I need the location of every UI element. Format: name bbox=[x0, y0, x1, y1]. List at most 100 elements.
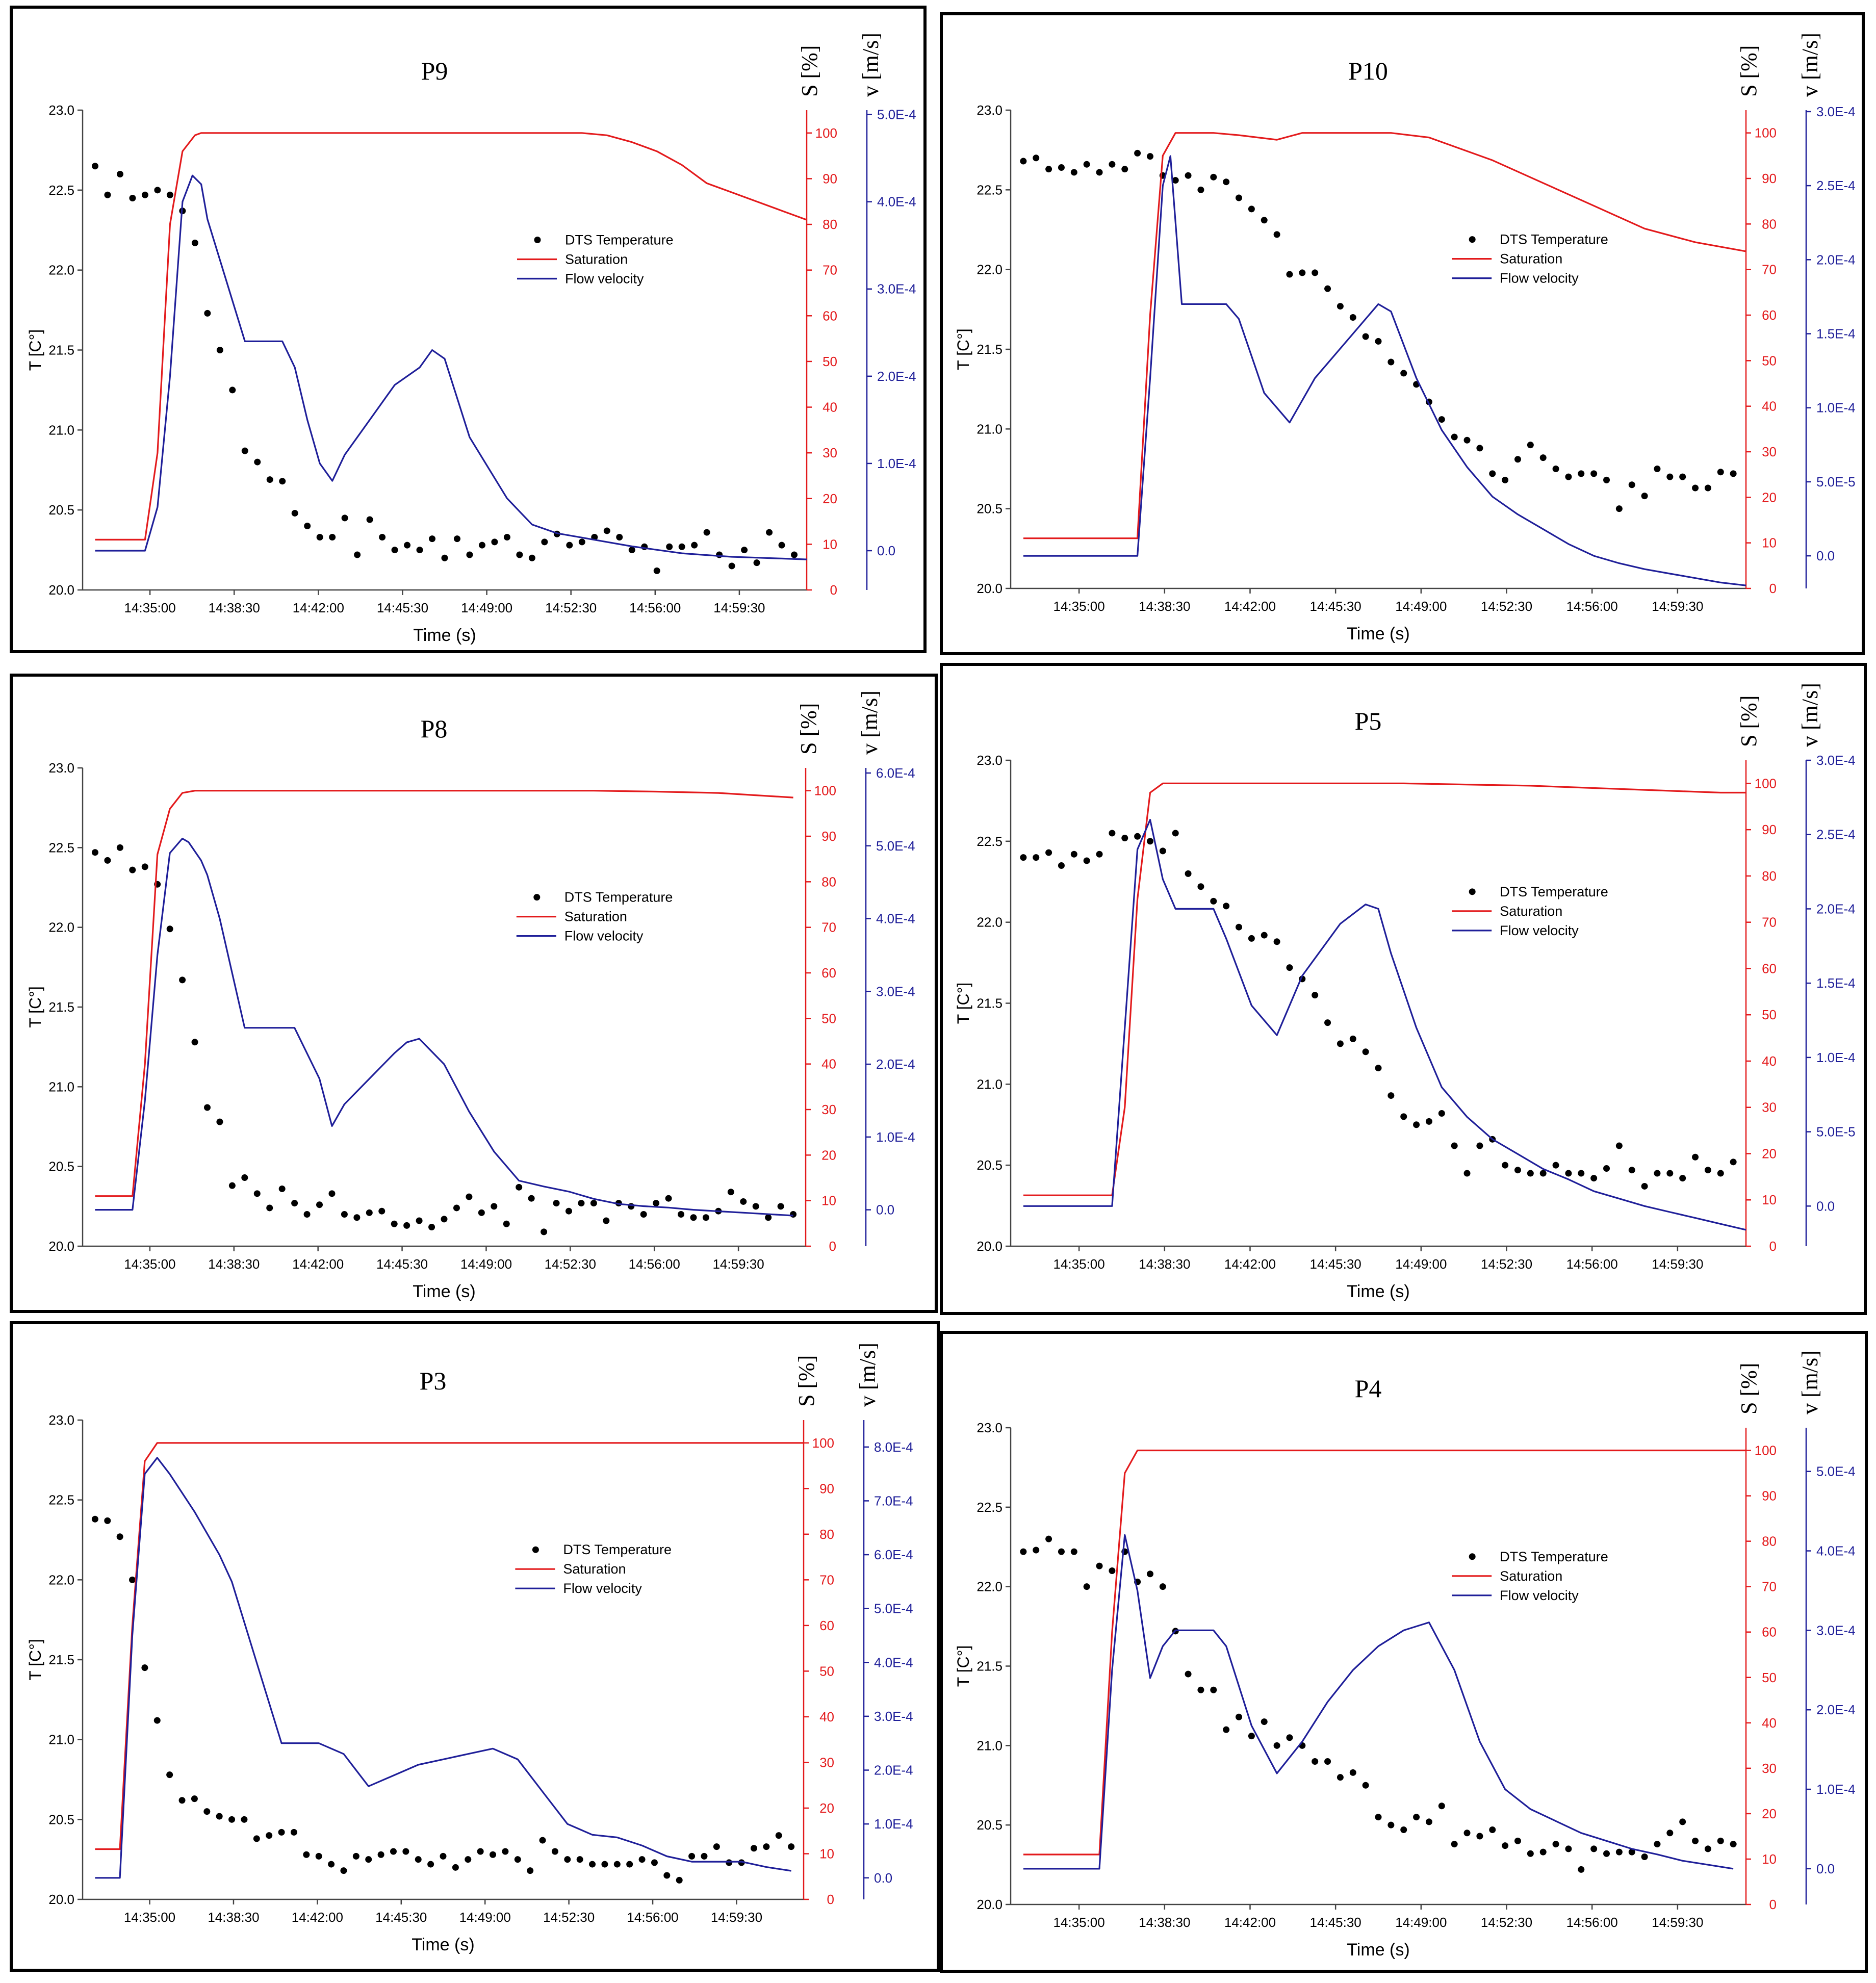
dts-temperature-point bbox=[1020, 854, 1027, 861]
temperature-tick-label: 20.5 bbox=[976, 1817, 1003, 1833]
dts-temperature-point bbox=[1083, 1583, 1090, 1590]
time-tick-label: 14:42:00 bbox=[293, 600, 344, 615]
dts-temperature-point bbox=[141, 1664, 148, 1671]
dts-temperature-point bbox=[1070, 169, 1077, 176]
dts-temperature-point bbox=[1552, 1841, 1559, 1848]
velocity-tick-label: 1.0E-4 bbox=[876, 1129, 915, 1145]
dts-temperature-point bbox=[1717, 469, 1724, 476]
dts-temperature-point bbox=[1261, 217, 1268, 224]
dts-temperature-point bbox=[1273, 231, 1280, 238]
dts-temperature-point bbox=[91, 163, 98, 170]
dts-temperature-point bbox=[1033, 854, 1040, 861]
dts-temperature-point bbox=[491, 1203, 498, 1210]
saturation-tick-label: 10 bbox=[823, 536, 837, 552]
dts-temperature-point bbox=[653, 567, 660, 574]
dts-temperature-point bbox=[1539, 1170, 1547, 1177]
dts-temperature-point bbox=[1337, 1040, 1344, 1047]
dts-temperature-point bbox=[291, 509, 298, 517]
dts-temperature-point bbox=[1730, 470, 1737, 477]
legend-marker-dts bbox=[533, 894, 541, 901]
saturation-tick-label: 60 bbox=[823, 308, 837, 323]
dts-temperature-point bbox=[1692, 1153, 1699, 1161]
temperature-tick-label: 22.0 bbox=[48, 263, 74, 278]
saturation-tick-label: 20 bbox=[1762, 490, 1777, 505]
dts-temperature-point bbox=[1324, 1758, 1331, 1765]
dts-temperature-point bbox=[403, 1222, 410, 1229]
dts-temperature-point bbox=[750, 1845, 757, 1852]
dts-temperature-point bbox=[478, 542, 485, 549]
time-tick-label: 14:49:00 bbox=[1395, 1256, 1447, 1272]
temperature-tick-label: 20.5 bbox=[48, 1159, 74, 1174]
dts-temperature-point bbox=[741, 547, 748, 554]
dts-temperature-point bbox=[1109, 1567, 1116, 1574]
time-axis-label: Time (s) bbox=[412, 1935, 474, 1954]
dts-temperature-point bbox=[1615, 1142, 1623, 1149]
dts-temperature-point bbox=[1185, 1670, 1192, 1678]
dts-temperature-point bbox=[1375, 1065, 1382, 1072]
dts-temperature-point bbox=[653, 1200, 660, 1207]
dts-temperature-point bbox=[466, 551, 473, 558]
legend-label: Flow velocity bbox=[1500, 271, 1579, 286]
dts-temperature-point bbox=[1451, 1841, 1458, 1848]
dts-temperature-point bbox=[1210, 1686, 1217, 1693]
dts-temperature-point bbox=[1261, 932, 1268, 939]
saturation-tick-label: 20 bbox=[1762, 1146, 1777, 1161]
velocity-tick-label: 4.0E-4 bbox=[876, 911, 915, 926]
time-tick-label: 14:59:30 bbox=[711, 1910, 762, 1925]
dts-temperature-point bbox=[441, 554, 448, 561]
legend-marker-dts bbox=[534, 236, 541, 243]
legend-marker-dts bbox=[532, 1546, 539, 1553]
dts-temperature-point bbox=[1273, 1742, 1280, 1749]
legend: DTS Temperature Saturation Flow velocity bbox=[1452, 232, 1608, 286]
velocity-tick-label: 1.0E-4 bbox=[1816, 400, 1856, 416]
dts-temperature-point bbox=[416, 547, 423, 554]
dts-temperature-point bbox=[702, 1214, 709, 1221]
dts-temperature-point bbox=[1337, 1774, 1344, 1781]
time-tick-label: 14:35:00 bbox=[1053, 1256, 1105, 1272]
legend-label: Saturation bbox=[1500, 1568, 1562, 1584]
dts-temperature-point bbox=[416, 1217, 423, 1224]
legend-label: Saturation bbox=[1500, 904, 1562, 919]
temperature-tick-label: 23.0 bbox=[48, 760, 74, 776]
dts-temperature-point bbox=[1109, 161, 1116, 168]
dts-temperature-point bbox=[390, 1848, 397, 1855]
dts-temperature-point bbox=[727, 1189, 734, 1196]
dts-temperature-point bbox=[303, 1211, 311, 1218]
dts-temperature-point bbox=[1134, 833, 1141, 840]
dts-temperature-point bbox=[1223, 903, 1230, 910]
dts-temperature-point bbox=[1210, 897, 1217, 905]
time-tick-label: 14:52:30 bbox=[1481, 1915, 1532, 1930]
dts-temperature-point bbox=[1223, 178, 1230, 186]
temperature-tick-label: 20.5 bbox=[48, 502, 74, 518]
dts-temperature-point bbox=[404, 542, 411, 549]
temperature-axis-label: T [C°] bbox=[26, 329, 44, 371]
time-tick-label: 14:45:30 bbox=[1310, 1915, 1361, 1930]
flow-velocity-line bbox=[95, 837, 793, 1217]
dts-temperature-point bbox=[278, 1829, 285, 1836]
dts-temperature-point bbox=[329, 533, 336, 540]
velocity-tick-label: 6.0E-4 bbox=[874, 1547, 913, 1562]
saturation-axis-label: S [%] bbox=[1736, 696, 1761, 747]
time-tick-label: 14:56:00 bbox=[1566, 1915, 1618, 1930]
dts-temperature-point bbox=[1679, 473, 1686, 480]
dts-temperature-point bbox=[1273, 938, 1280, 945]
temperature-tick-label: 23.0 bbox=[976, 753, 1003, 768]
dts-temperature-point bbox=[590, 1200, 597, 1207]
dts-temperature-point bbox=[566, 542, 573, 549]
dts-temperature-point bbox=[341, 514, 348, 522]
velocity-axis-label: v [m/s] bbox=[1797, 683, 1822, 747]
saturation-axis-label: S [%] bbox=[797, 45, 822, 97]
dts-temperature-point bbox=[1578, 1866, 1585, 1873]
dts-temperature-point bbox=[553, 1200, 560, 1207]
saturation-tick-label: 30 bbox=[1762, 444, 1777, 459]
dts-temperature-points bbox=[91, 163, 798, 574]
dts-temperature-point bbox=[539, 1837, 546, 1844]
dts-temperature-point bbox=[1514, 1837, 1521, 1844]
saturation-tick-label: 80 bbox=[821, 874, 836, 889]
dts-temperature-point bbox=[765, 1214, 772, 1221]
dts-temperature-point bbox=[452, 1864, 459, 1871]
dts-temperature-point bbox=[465, 1856, 472, 1863]
dts-temperature-point bbox=[1337, 303, 1344, 310]
dts-temperature-point bbox=[551, 1848, 558, 1855]
dts-temperature-point bbox=[1146, 153, 1153, 160]
